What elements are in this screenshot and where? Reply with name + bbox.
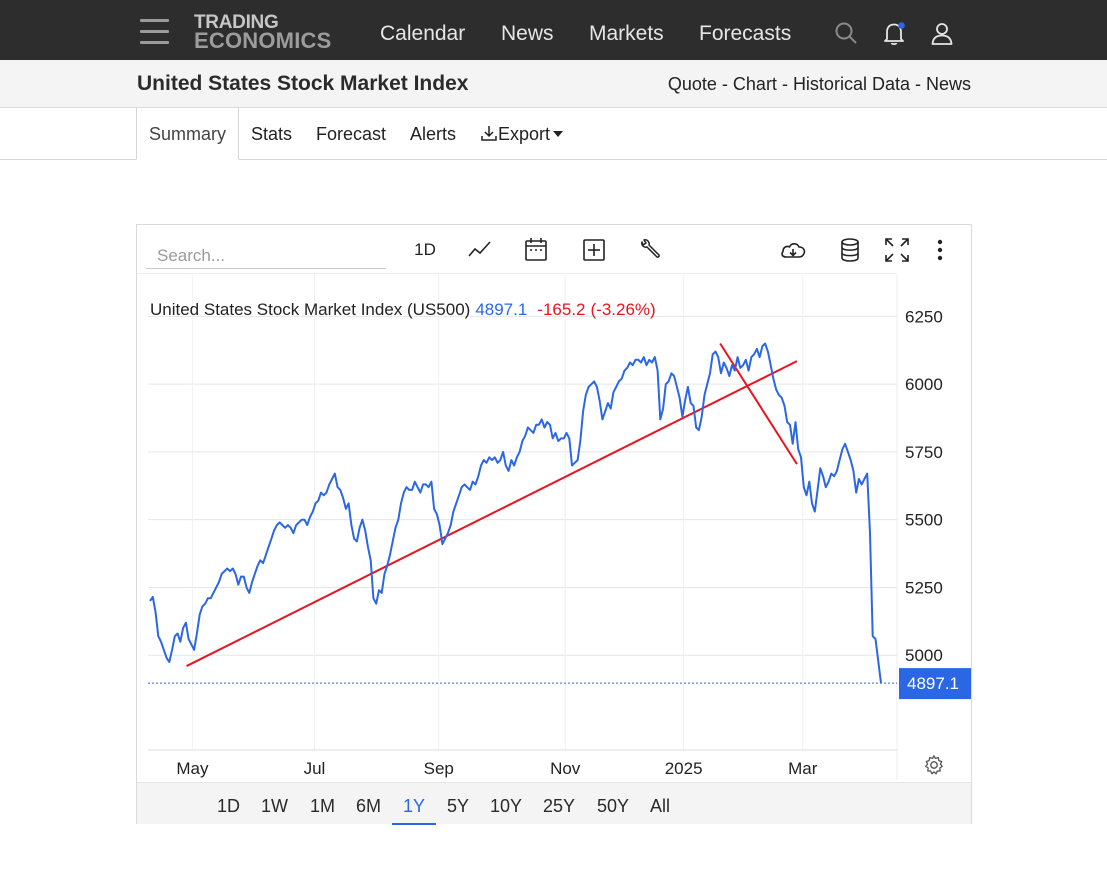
line-chart-icon[interactable] [467, 237, 493, 263]
legend-change-pct: (-3.26%) [591, 300, 656, 319]
price-line [149, 342, 882, 684]
cloud-download-icon[interactable] [779, 237, 807, 263]
legend-series-name: United States Stock Market Index (US500) [150, 300, 470, 319]
chevron-down-icon [553, 131, 564, 137]
page-title: United States Stock Market Index [137, 72, 469, 95]
fullscreen-icon[interactable] [884, 237, 910, 263]
price-chart[interactable]: 6250 6000 5750 5500 5250 5000 May Jul Sep Nov 202… [137, 275, 971, 780]
more-vertical-icon[interactable] [932, 237, 948, 263]
range-button-1y[interactable]: 1Y [403, 796, 426, 816]
y-tick-label: 5500 [905, 511, 943, 530]
chart-legend: United States Stock Market Index (US500)… [150, 300, 656, 319]
range-button-10y[interactable]: 10Y [490, 796, 523, 816]
toolbar-divider [137, 273, 897, 274]
trendlines [186, 342, 798, 667]
legend-change: -165.2 [537, 300, 585, 319]
search-input[interactable] [146, 240, 386, 269]
x-tick-label: Mar [788, 759, 818, 778]
range-button-6m[interactable]: 6M [356, 796, 382, 816]
gear-icon[interactable] [923, 754, 945, 776]
range-selector: 1D 1W 1M 6M 1Y 5Y 10Y 25Y 50Y All [137, 782, 971, 825]
tab-export[interactable]: Export [480, 124, 564, 145]
range-button-1w[interactable]: 1W [261, 796, 288, 816]
range-button-25y[interactable]: 25Y [543, 796, 576, 816]
last-price-badge [899, 668, 971, 700]
y-tick-label: 6000 [905, 375, 943, 394]
user-icon[interactable] [929, 20, 955, 46]
top-navbar: TRADING ECONOMICS Calendar News Markets … [0, 0, 1107, 60]
calendar-icon[interactable] [524, 237, 548, 263]
nav-forecasts[interactable]: Forecasts [699, 22, 792, 45]
link-chart[interactable]: Chart [732, 74, 777, 94]
legend-last-value: 4897.1 [475, 300, 527, 319]
link-news[interactable]: News [925, 74, 971, 94]
crumb-separator: - [776, 74, 793, 94]
title-bar: United States Stock Market Index Quote -… [0, 60, 1107, 108]
add-indicator-icon[interactable] [582, 237, 606, 263]
x-tick-label: 2025 [665, 759, 703, 778]
trendline [186, 360, 798, 667]
link-historical-data[interactable]: Historical Data [792, 74, 910, 94]
tab-stats[interactable]: Stats [251, 124, 293, 144]
database-icon[interactable] [839, 237, 861, 263]
x-tick-label: Jul [304, 759, 326, 778]
x-tick-label: Nov [550, 759, 581, 778]
download-icon [481, 126, 497, 141]
chart-grid [148, 275, 898, 780]
x-tick-label: May [176, 759, 209, 778]
tab-forecast[interactable]: Forecast [316, 124, 387, 144]
y-tick-label: 5250 [905, 578, 943, 597]
last-price-label: 4897.1 [907, 674, 959, 693]
range-button-all[interactable]: All [650, 796, 671, 816]
interval-button[interactable]: 1D [414, 240, 436, 259]
active-range-indicator [392, 823, 436, 825]
link-quote[interactable]: Quote [667, 74, 717, 94]
x-tick-label: Sep [424, 759, 454, 778]
export-label: Export [498, 124, 551, 144]
y-tick-label: 5750 [905, 443, 943, 462]
logo-line-1: TRADING [194, 12, 279, 33]
y-tick-label: 6250 [905, 307, 943, 326]
menu-icon[interactable] [140, 19, 169, 44]
y-tick-label: 5000 [905, 646, 943, 665]
range-button-1m[interactable]: 1M [310, 796, 336, 816]
tab-alerts[interactable]: Alerts [410, 124, 457, 144]
crumb-separator: - [909, 74, 926, 94]
breadcrumb: Quote - Chart - Historical Data - News [668, 74, 971, 95]
range-button-1d[interactable]: 1D [217, 796, 241, 816]
range-button-5y[interactable]: 5Y [447, 796, 470, 816]
tab-bar: Summary Stats Forecast Alerts Export [0, 108, 1107, 160]
nav-calendar[interactable]: Calendar [380, 22, 466, 45]
tab-summary[interactable]: Summary [136, 108, 240, 160]
logo[interactable]: TRADING ECONOMICS [194, 12, 332, 53]
nav-news[interactable]: News [501, 22, 554, 45]
y-axis-ticks: 6250 6000 5750 5500 5250 5000 [905, 307, 943, 665]
logo-line-2: ECONOMICS [194, 28, 332, 53]
search-icon[interactable] [833, 20, 859, 46]
bell-icon[interactable] [881, 20, 907, 46]
range-button-50y[interactable]: 50Y [597, 796, 630, 816]
x-axis-ticks: May Jul Sep Nov 2025 Mar [176, 759, 817, 778]
nav-markets[interactable]: Markets [589, 22, 664, 45]
crumb-separator: - [716, 74, 733, 94]
wrench-icon[interactable] [638, 237, 662, 263]
trendline [719, 342, 798, 465]
